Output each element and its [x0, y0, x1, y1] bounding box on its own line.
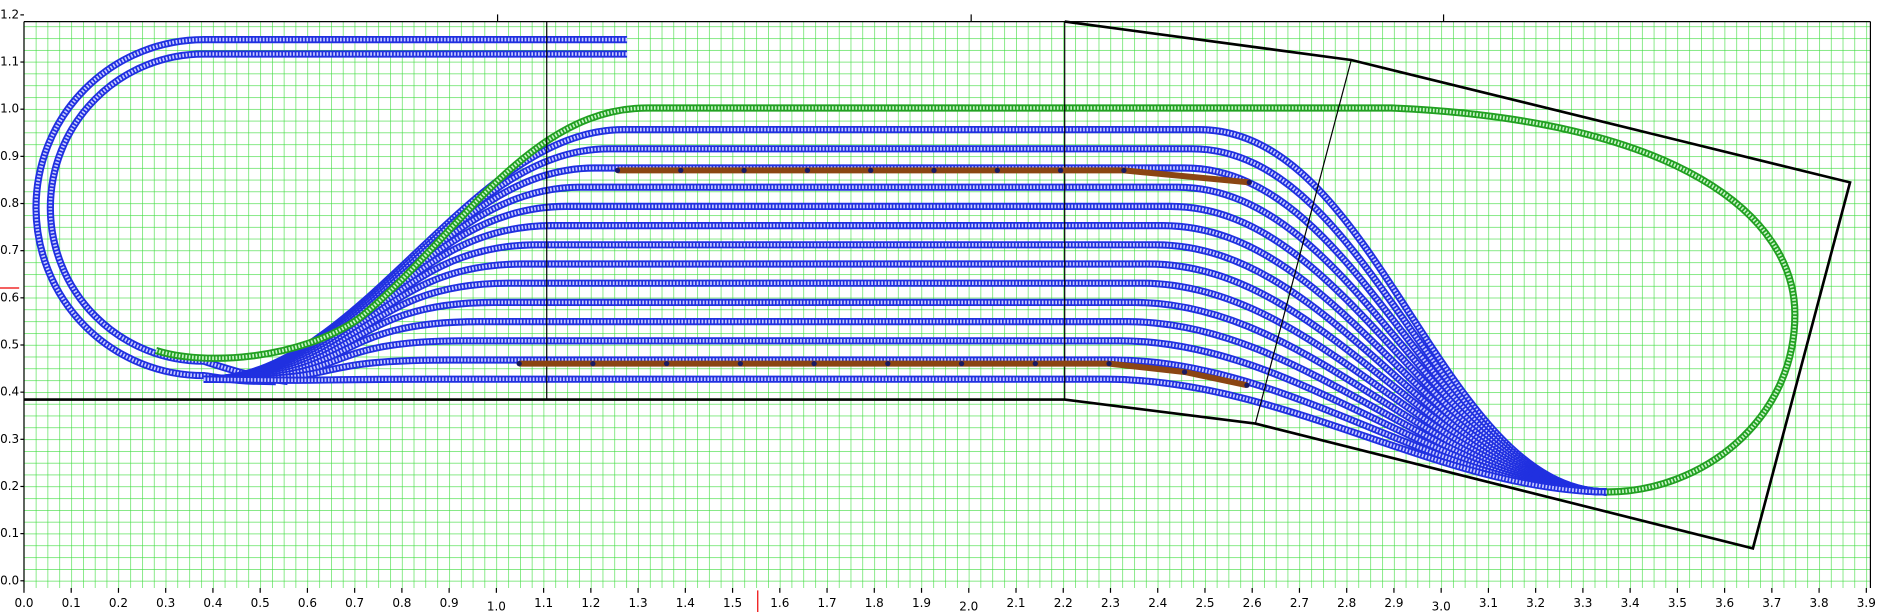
coupler [1181, 369, 1188, 375]
x-tick-label: 3.3 [1573, 596, 1592, 610]
x-tick-label: 3.4 [1621, 596, 1640, 610]
coupler [1121, 167, 1127, 174]
axis-labels: 0.0 0.1 0.2 0.3 0.4 0.5 0.6 0.7 0.8 0.9 1.0 1.1 1.2 1… [0, 7, 1876, 612]
x-tick-label: 0.6 [298, 596, 317, 610]
track-ties [34, 37, 628, 384]
x-tick-label: 2.5 [1195, 596, 1214, 610]
coupler [741, 167, 747, 174]
trains [516, 167, 1252, 389]
y-tick-label: 0.7 [0, 243, 19, 257]
x-tick-label: 3.2 [1526, 596, 1545, 610]
x-tick-label: 0.4 [203, 596, 222, 610]
y-tick-label: 1.2 [0, 7, 19, 21]
y-tick-label: 0.5 [0, 337, 19, 351]
y-tick-label: 1.0 [0, 102, 19, 116]
coupler [958, 360, 965, 367]
track[interactable] [203, 356, 1607, 496]
track-ties [48, 52, 628, 384]
x-tick-label: 0.0 [14, 596, 33, 610]
coupler [1246, 179, 1252, 186]
x-tick-label: 1.4 [676, 596, 695, 610]
guide-line [1254, 59, 1352, 424]
x-tick-label: 3.5 [1668, 596, 1687, 610]
y-tick-label: 0.8 [0, 196, 19, 210]
track-ties [203, 300, 1607, 494]
y-tick-label: 0.6 [0, 290, 19, 304]
coupler [516, 360, 522, 367]
coupler [737, 360, 744, 367]
x-tick-label: 3.8 [1810, 596, 1829, 610]
x-tick-label: 1.0 [487, 600, 506, 612]
y-tick-label: 0.2 [0, 479, 19, 493]
x-tick-label: 2.2 [1054, 596, 1073, 610]
x-tick-label: 2.9 [1384, 596, 1403, 610]
train-car[interactable] [1108, 360, 1185, 375]
track-ties [203, 339, 1607, 494]
track-ties [203, 204, 1607, 494]
x-tick-label: 1.1 [534, 596, 553, 610]
coupler [1032, 360, 1038, 367]
track[interactable] [154, 104, 1799, 496]
x-tick-label: 3.1 [1479, 596, 1498, 610]
coupler [811, 360, 817, 367]
coupler [994, 167, 1000, 174]
y-tick-label: 1.1 [0, 55, 19, 69]
x-tick-label: 2.8 [1337, 596, 1356, 610]
train-car[interactable] [1183, 369, 1248, 389]
x-tick-label: 1.3 [629, 596, 648, 610]
track-ties [203, 281, 1607, 494]
x-tick-label: 2.1 [1006, 596, 1025, 610]
x-tick-label: 0.5 [251, 596, 270, 610]
x-tick-label: 2.0 [959, 600, 978, 612]
track-ties [203, 185, 1607, 494]
x-tick-label: 0.9 [440, 596, 459, 610]
train-car[interactable] [1123, 167, 1250, 186]
x-tick-label: 1.5 [723, 596, 742, 610]
y-tick-label: 0.3 [0, 432, 19, 446]
coupler [663, 360, 670, 367]
coupler [1057, 167, 1064, 174]
x-tick-label: 3.7 [1762, 596, 1781, 610]
coupler [590, 360, 596, 367]
x-tick-label: 0.3 [156, 596, 175, 610]
wall [23, 20, 1852, 550]
room-outline [23, 20, 1852, 550]
x-tick-label: 1.6 [770, 596, 789, 610]
track-ties [203, 262, 1607, 494]
x-tick-label: 2.4 [1148, 596, 1167, 610]
x-tick-label: 3.6 [1715, 596, 1734, 610]
x-tick-label: 1.8 [865, 596, 884, 610]
coupler [885, 360, 891, 367]
tracks [32, 36, 1799, 496]
x-tick-label: 1.9 [912, 596, 931, 610]
y-tick-label: 0.4 [0, 385, 19, 399]
y-tick-label: 0.1 [0, 526, 19, 540]
x-tick-label: 3.9 [1857, 596, 1876, 610]
y-tick-label: 0.9 [0, 149, 19, 163]
coupler [931, 167, 937, 174]
x-tick-label: 0.8 [392, 596, 411, 610]
x-tick-label: 0.1 [62, 596, 81, 610]
y-tick-label: 0.0 [0, 573, 19, 587]
coupler [1106, 360, 1112, 367]
x-tick-label: 2.3 [1101, 596, 1120, 610]
coupler [614, 167, 621, 174]
x-tick-label: 3.0 [1432, 600, 1451, 612]
coupler [678, 167, 684, 174]
track-ties [203, 319, 1607, 494]
x-tick-label: 1.7 [818, 596, 837, 610]
x-tick-label: 1.2 [581, 596, 600, 610]
coupler [868, 167, 874, 174]
x-tick-label: 0.2 [109, 596, 128, 610]
x-tick-label: 2.7 [1290, 596, 1309, 610]
x-tick-label: 0.7 [345, 596, 364, 610]
track-ties [203, 377, 1607, 494]
coupler [1244, 382, 1250, 388]
x-tick-label: 2.6 [1243, 596, 1262, 610]
coupler [804, 167, 811, 174]
